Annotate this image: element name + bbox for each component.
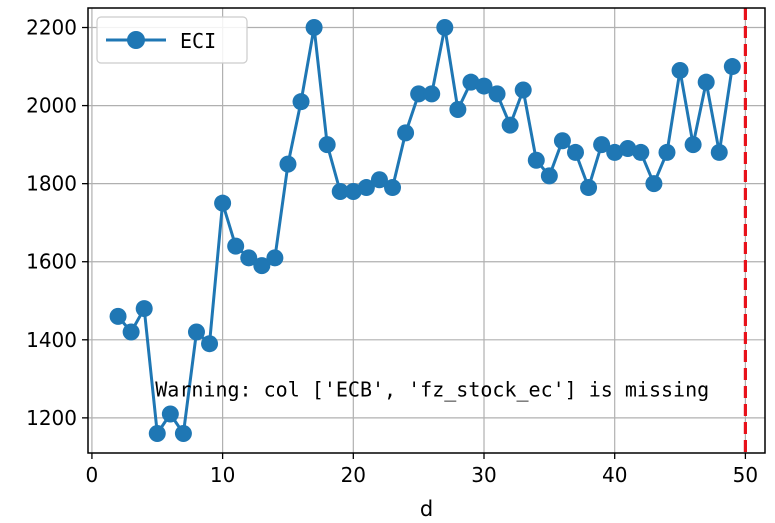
data-point	[135, 300, 153, 318]
data-point	[318, 136, 336, 154]
data-point	[214, 194, 232, 212]
data-point	[527, 151, 545, 169]
x-tick-label: 10	[210, 463, 235, 487]
data-point	[397, 124, 415, 142]
legend-marker	[127, 31, 145, 49]
legend-label-eci: ECI	[180, 29, 216, 53]
data-point	[488, 85, 506, 103]
data-point	[344, 182, 362, 200]
data-point	[475, 77, 493, 95]
data-point	[240, 249, 258, 267]
y-tick-label: 1200	[26, 406, 77, 430]
data-point	[710, 143, 728, 161]
y-tick-label: 1800	[26, 172, 77, 196]
data-point	[553, 132, 571, 150]
data-point	[122, 323, 140, 341]
x-tick-label: 40	[602, 463, 627, 487]
x-tick-label: 0	[86, 463, 99, 487]
data-point	[501, 116, 519, 134]
data-point	[279, 155, 297, 173]
data-point	[423, 85, 441, 103]
y-tick-label: 1600	[26, 250, 77, 274]
y-tick-label: 1400	[26, 328, 77, 352]
data-point	[227, 237, 245, 255]
data-point	[645, 175, 663, 193]
data-point	[580, 179, 598, 197]
series-layer	[109, 19, 741, 442]
data-point	[161, 405, 179, 423]
data-point	[462, 73, 480, 91]
data-point	[201, 335, 219, 353]
legend-box	[96, 16, 248, 64]
data-point	[410, 85, 428, 103]
data-point	[174, 424, 192, 442]
data-point	[266, 249, 284, 267]
data-point	[148, 424, 166, 442]
data-point	[593, 136, 611, 154]
series-line-eci	[116, 26, 734, 435]
data-point	[384, 179, 402, 197]
x-tick-label: 20	[341, 463, 366, 487]
x-tick-label: 30	[471, 463, 496, 487]
data-point	[436, 19, 454, 37]
y-axis-ticks: 1200 1400 1600 1800 2000 2200	[26, 16, 88, 430]
data-point	[671, 61, 689, 79]
data-point	[540, 167, 558, 185]
data-point	[723, 58, 741, 76]
y-tick-label: 2000	[26, 94, 77, 118]
data-point	[253, 257, 271, 275]
data-point	[619, 140, 637, 158]
x-axis-ticks: 0 10 20 30 40 50	[86, 453, 758, 487]
data-point	[449, 100, 467, 118]
data-point	[357, 179, 375, 197]
x-tick-label: 50	[733, 463, 758, 487]
data-point	[370, 171, 388, 189]
data-point	[109, 307, 127, 325]
data-point	[187, 323, 205, 341]
legend: ECI	[96, 16, 248, 64]
data-point	[632, 143, 650, 161]
data-point	[658, 143, 676, 161]
data-point	[514, 81, 532, 99]
plot-frame	[87, 7, 766, 454]
warning-annotation: Warning: col ['ECB', 'fz_stock_ec'] is m…	[155, 377, 709, 401]
data-point	[697, 73, 715, 91]
data-point	[292, 93, 310, 111]
data-point	[606, 143, 624, 161]
y-tick-label: 2200	[26, 16, 77, 40]
data-point	[305, 19, 323, 37]
x-axis-label: d	[420, 497, 433, 521]
data-point	[331, 182, 349, 200]
data-point	[684, 136, 702, 154]
data-point	[566, 143, 584, 161]
